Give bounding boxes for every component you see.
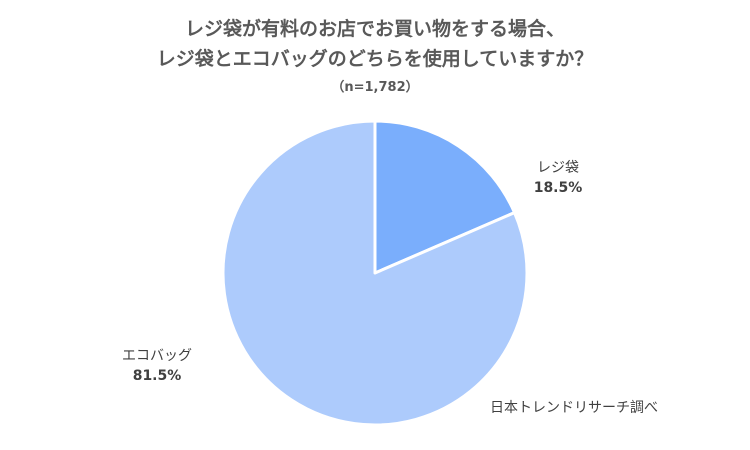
chart-title-line2: レジ袋とエコバッグのどちらを使用していますか？	[156, 48, 594, 70]
slice-label-eco-value: 81.5%	[132, 368, 182, 384]
pie-slice-reji	[373, 119, 516, 275]
chart-sample-size: （n=1,782）	[331, 80, 419, 95]
slice-label-eco: エコバッグ 81.5%	[112, 346, 202, 386]
slice-label-reji: レジ袋 18.5%	[526, 158, 590, 198]
source-note: 日本トレンドリサーチ調べ	[490, 400, 658, 416]
slice-label-reji-name: レジ袋	[537, 160, 579, 176]
chart-title: レジ袋が有料のお店でお買い物をする場合、	[184, 18, 565, 40]
slice-label-reji-value: 18.5%	[533, 180, 583, 196]
pie-slice-eco	[221, 119, 529, 427]
slice-label-eco-name: エコバッグ	[122, 348, 192, 364]
